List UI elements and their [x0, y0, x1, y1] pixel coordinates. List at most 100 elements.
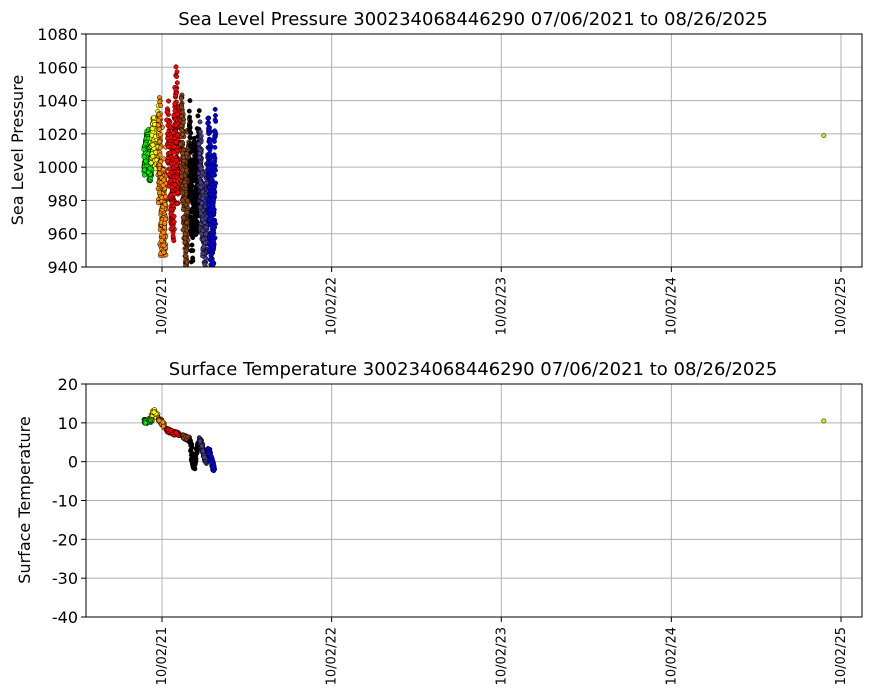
data-point — [209, 276, 213, 280]
data-point — [165, 159, 170, 164]
data-point — [179, 173, 185, 179]
data-point — [197, 129, 203, 135]
data-point — [199, 443, 205, 449]
data-point — [188, 130, 194, 136]
x-tick-label: 10/02/25 — [834, 277, 849, 335]
data-point — [157, 152, 163, 158]
data-point — [156, 112, 162, 118]
series — [821, 133, 827, 138]
data-point — [206, 450, 212, 456]
data-point — [192, 466, 198, 472]
data-point — [151, 409, 157, 415]
data-point — [169, 185, 175, 191]
data-point — [148, 160, 154, 166]
series — [164, 425, 182, 439]
data-point — [188, 448, 193, 454]
data-point — [208, 215, 214, 221]
data-point — [212, 106, 218, 112]
data-point — [179, 190, 185, 196]
data-point — [190, 255, 196, 261]
data-point — [178, 95, 184, 101]
data-point — [166, 144, 172, 150]
data-point — [180, 131, 186, 137]
data-point — [187, 440, 193, 445]
data-point — [174, 157, 180, 163]
x-tick-label: 10/02/23 — [494, 627, 509, 685]
data-point — [212, 133, 218, 139]
data-point — [179, 109, 185, 115]
x-tick-label: 10/02/24 — [664, 627, 679, 685]
data-point — [174, 111, 180, 117]
data-point — [211, 272, 215, 276]
y-tick-label: 1080 — [37, 25, 78, 44]
series — [205, 445, 218, 474]
data-point — [209, 258, 215, 264]
data-point — [151, 115, 157, 121]
data-point — [161, 242, 167, 248]
data-point — [162, 202, 168, 207]
data-point — [186, 108, 192, 114]
data-point — [209, 287, 213, 291]
data-point — [200, 448, 206, 454]
chart-panel-pressure: Sea Level Pressure 300234068446290 07/06… — [8, 9, 863, 335]
data-point — [173, 139, 179, 145]
data-point — [210, 229, 216, 235]
plot-frame — [85, 33, 863, 268]
data-point — [190, 462, 196, 468]
data-point — [191, 135, 197, 141]
data-point — [180, 154, 186, 160]
data-point — [158, 159, 164, 164]
data-point — [201, 244, 207, 250]
y-axis-label: Surface Temperature — [15, 416, 34, 583]
data-point — [141, 146, 147, 152]
x-ticks: 10/02/21 10/02/22 10/02/23 10/02/24 10/02/25 — [155, 267, 849, 335]
data-point — [211, 197, 217, 203]
data-point — [143, 158, 149, 164]
data-point — [213, 118, 219, 124]
y-tick-label: 1000 — [37, 158, 78, 177]
data-point — [141, 172, 147, 178]
data-point — [180, 150, 186, 156]
data-point — [211, 299, 215, 303]
series — [155, 95, 169, 258]
y-tick-label: 1040 — [37, 92, 78, 111]
data-point — [211, 280, 215, 284]
data-point — [211, 239, 216, 244]
data-point — [155, 117, 161, 123]
x-tick-label: 10/02/24 — [664, 277, 679, 335]
data-point — [203, 224, 209, 230]
data-point — [210, 277, 214, 281]
data-point — [161, 177, 167, 183]
data-point — [171, 213, 177, 219]
data-point — [184, 220, 190, 226]
data-point — [200, 189, 206, 195]
data-point — [193, 446, 199, 452]
data-point — [173, 163, 179, 169]
data-point — [159, 238, 165, 243]
data-point — [157, 139, 163, 145]
data-point — [210, 279, 214, 283]
data-point — [199, 200, 205, 206]
y-tick-label: -40 — [52, 608, 78, 627]
series — [205, 106, 219, 314]
data-point — [161, 249, 167, 255]
data-point — [196, 108, 202, 114]
data-point — [173, 87, 179, 92]
data-point — [192, 153, 198, 159]
data-point — [211, 269, 215, 273]
data-point — [161, 229, 166, 235]
y-tick-label: 1060 — [37, 58, 78, 77]
data-point — [200, 251, 206, 256]
data-point — [211, 310, 215, 314]
data-point — [158, 103, 164, 109]
data-point — [187, 98, 193, 104]
data-point — [182, 239, 188, 245]
data-point — [209, 270, 213, 274]
x-tick-label: 10/02/21 — [155, 277, 170, 335]
data-point — [188, 248, 194, 254]
data-point — [164, 117, 170, 123]
y-ticks: -40 -30 -20 -10 0 10 20 — [52, 375, 86, 627]
y-ticks: 940 960 980 1000 1020 1040 1060 1080 — [37, 25, 86, 277]
data-point — [178, 141, 184, 147]
